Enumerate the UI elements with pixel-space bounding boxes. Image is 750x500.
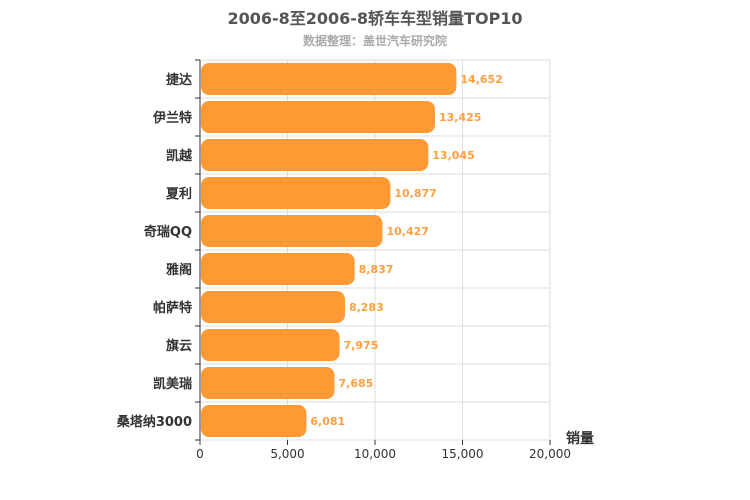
chart-title: 2006-8至2006-8轿车车型销量TOP10	[227, 9, 523, 28]
category-label: 雅阁	[166, 262, 192, 278]
bar	[201, 329, 340, 361]
chart-subtitle: 数据整理：盖世汽车研究院	[302, 34, 447, 48]
x-tick-label: 10,000	[354, 447, 396, 461]
category-label: 捷达	[166, 72, 192, 88]
category-label: 桑塔纳3000	[116, 414, 192, 430]
bar	[201, 63, 457, 95]
category-label: 夏利	[165, 186, 192, 202]
data-label: 7,685	[338, 377, 373, 390]
x-tick-label: 5,000	[270, 447, 304, 461]
data-label: 13,045	[432, 149, 474, 162]
x-tick-label: 0	[196, 447, 204, 461]
data-label: 10,427	[386, 225, 428, 238]
category-label: 帕萨特	[153, 300, 192, 316]
bar	[201, 177, 391, 209]
x-tick-label: 20,000	[529, 447, 571, 461]
bar	[201, 101, 435, 133]
bar	[201, 367, 335, 399]
bar	[201, 253, 355, 285]
data-label: 8,837	[359, 263, 394, 276]
data-label: 13,425	[439, 111, 481, 124]
bar	[201, 405, 307, 437]
category-label: 伊兰特	[152, 110, 192, 126]
bar	[201, 291, 345, 323]
data-label: 7,975	[344, 339, 379, 352]
data-label: 14,652	[460, 73, 502, 86]
data-label: 10,877	[394, 187, 436, 200]
x-tick-label: 15,000	[442, 447, 484, 461]
category-label: 奇瑞QQ	[144, 224, 192, 240]
bar	[201, 215, 383, 247]
category-label: 凯越	[166, 148, 193, 164]
data-label: 8,283	[349, 301, 384, 314]
category-label: 旗云	[166, 338, 192, 354]
category-label: 凯美瑞	[153, 376, 192, 392]
data-label: 6,081	[310, 415, 345, 428]
bar	[201, 139, 429, 171]
x-axis-label: 销量	[566, 430, 594, 447]
